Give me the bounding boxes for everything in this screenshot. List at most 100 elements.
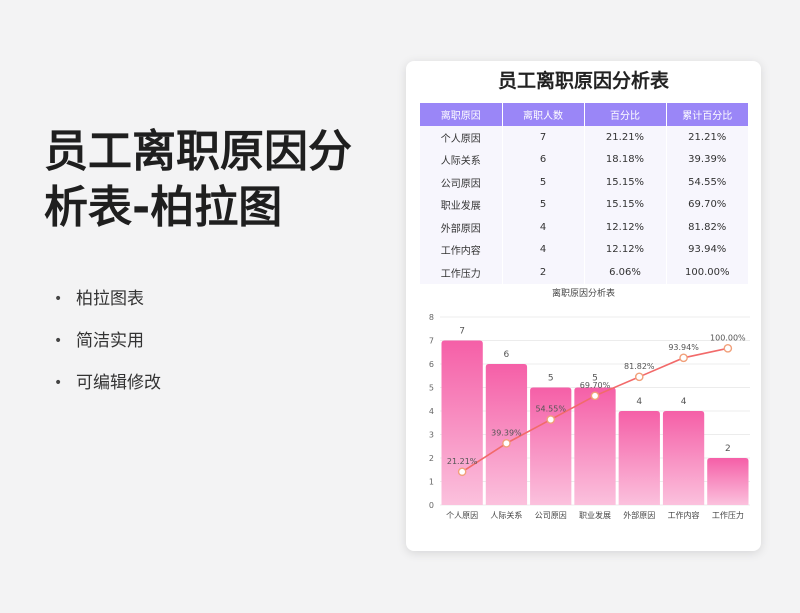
line-point: [457, 467, 467, 477]
table-row: 个人原因 7 21.21% 21.21%: [420, 126, 748, 149]
x-tick-label: 职业发展: [579, 510, 611, 520]
table-cell: 93.94%: [666, 238, 748, 261]
table-cell: 21.21%: [584, 126, 667, 149]
table-cell: 39.39%: [666, 148, 748, 171]
bar: [530, 387, 572, 505]
y-tick-label: 2: [429, 454, 434, 463]
line-point: [634, 372, 644, 382]
bar-series: [441, 340, 749, 505]
table-cell: 100.00%: [666, 261, 748, 284]
line-value-label: 81.82%: [624, 362, 655, 371]
table-cell: 69.70%: [666, 193, 748, 216]
bar: [485, 364, 528, 505]
y-tick-label: 6: [429, 360, 434, 369]
column-header: 离职人数: [502, 103, 585, 126]
bar-value-label: 4: [636, 397, 642, 407]
line-point: [723, 344, 733, 353]
table-cell: 5: [502, 171, 585, 194]
table-cell: 12.12%: [584, 238, 667, 261]
column-header: 百分比: [584, 103, 667, 126]
line-value-label: 54.55%: [535, 405, 566, 414]
x-tick-label: 公司原因: [535, 511, 567, 520]
bullet-icon: •: [54, 291, 63, 307]
table-row: 人际关系 6 18.18% 39.39%: [420, 148, 748, 171]
feature-label: 可编辑修改: [76, 373, 161, 393]
feature-item: • 简洁实用: [54, 328, 161, 370]
y-tick-label: 1: [429, 478, 434, 487]
line-point: [546, 415, 556, 424]
table-cell: 81.82%: [666, 216, 748, 239]
feature-list: • 柏拉图表 • 简洁实用 • 可编辑修改: [54, 286, 161, 412]
line-value-label: 39.39%: [491, 428, 522, 437]
pareto-chart: 离职原因分析表 0 1 2 3 4 5 6 7 8 7 6 5 5 4 4 2 21.21% 39.39% 54…: [429, 287, 750, 520]
table-row: 工作压力 2 6.06% 100.00%: [420, 261, 748, 284]
y-tick-label: 0: [429, 501, 434, 510]
table-cell: 18.18%: [584, 148, 667, 171]
table-cell: 工作压力: [420, 261, 503, 284]
bullet-icon: •: [54, 333, 63, 349]
x-tick-label: 外部原因: [623, 510, 655, 520]
table-row: 工作内容 4 12.12% 93.94%: [420, 238, 748, 261]
bar: [707, 458, 749, 505]
table-cell: 公司原因: [420, 171, 503, 194]
table-cell: 4: [502, 216, 585, 239]
bar: [618, 411, 660, 505]
table-row: 外部原因 4 12.12% 81.82%: [420, 216, 748, 239]
line-point: [502, 438, 511, 448]
line-point: [590, 391, 600, 401]
feature-label: 简洁实用: [76, 331, 144, 351]
table-header-row: 离职原因 离职人数 百分比 累计百分比: [420, 103, 748, 126]
y-tick-label: 8: [429, 313, 434, 322]
headline: 员工离职原因分析表-柏拉图: [44, 126, 352, 233]
chart-title: 离职原因分析表: [552, 287, 615, 299]
table-row: 职业发展 5 15.15% 69.70%: [420, 193, 748, 216]
table-cell: 职业发展: [420, 193, 503, 216]
table-cell: 7: [502, 126, 585, 149]
y-tick-label: 7: [429, 337, 434, 346]
bar-value-label: 7: [459, 327, 465, 337]
bullet-icon: •: [54, 375, 63, 391]
table-cell: 外部原因: [420, 216, 503, 239]
x-tick-label: 工作内容: [668, 510, 700, 520]
column-header: 离职原因: [420, 103, 503, 126]
bar-value-label: 6: [504, 350, 510, 360]
card-title: 员工离职原因分析表: [497, 70, 669, 92]
data-table: 离职原因 离职人数 百分比 累计百分比 个人原因 7 21.21% 21.21%…: [420, 103, 748, 284]
bar: [441, 340, 483, 505]
table-cell: 54.55%: [666, 171, 748, 194]
table-cell: 个人原因: [420, 126, 503, 149]
table-cell: 6.06%: [584, 261, 667, 284]
table-cell: 4: [502, 238, 585, 261]
bar-value-label: 4: [681, 397, 687, 407]
table-cell: 人际关系: [420, 148, 503, 171]
table-cell: 21.21%: [666, 126, 748, 149]
feature-item: • 柏拉图表: [54, 286, 161, 328]
table-cell: 15.15%: [584, 171, 667, 194]
line-value-label: 93.94%: [668, 343, 699, 352]
bar-labels: 7 6 5 5 4 4 2: [459, 327, 730, 455]
table-row: 公司原因 5 15.15% 54.55%: [420, 171, 748, 194]
y-tick-label: 5: [429, 384, 434, 393]
table-cell: 15.15%: [584, 193, 667, 216]
bar-value-label: 5: [548, 374, 554, 384]
x-axis: 个人原因 人际关系 公司原因 职业发展 外部原因 工作内容 工作压力: [446, 510, 744, 520]
line-value-label: 21.21%: [447, 457, 478, 466]
feature-label: 柏拉图表: [76, 289, 144, 309]
table-cell: 2: [502, 261, 585, 284]
y-tick-label: 4: [429, 407, 434, 416]
cumulative-line-series: 21.21% 39.39% 54.55% 69.70% 81.82% 93.94% 100.…: [447, 333, 746, 477]
y-axis: 0 1 2 3 4 5 6 7 8: [429, 313, 434, 510]
x-tick-label: 个人原因: [446, 511, 478, 520]
x-tick-label: 人际关系: [490, 510, 522, 520]
bar: [574, 387, 616, 505]
table-cell: 12.12%: [584, 216, 667, 239]
line-value-label: 100.00%: [710, 333, 746, 342]
bar-value-label: 2: [725, 444, 731, 454]
table-cell: 5: [502, 193, 585, 216]
table-cell: 工作内容: [420, 238, 503, 261]
line-value-label: 69.70%: [580, 381, 611, 390]
analysis-card: 员工离职原因分析表 离职原因 离职人数 百分比 累计百分比 个人原因 7 21.…: [406, 61, 761, 551]
line-point: [679, 353, 688, 363]
feature-item: • 可编辑修改: [54, 370, 161, 412]
bar-value-label: 5: [592, 374, 598, 384]
